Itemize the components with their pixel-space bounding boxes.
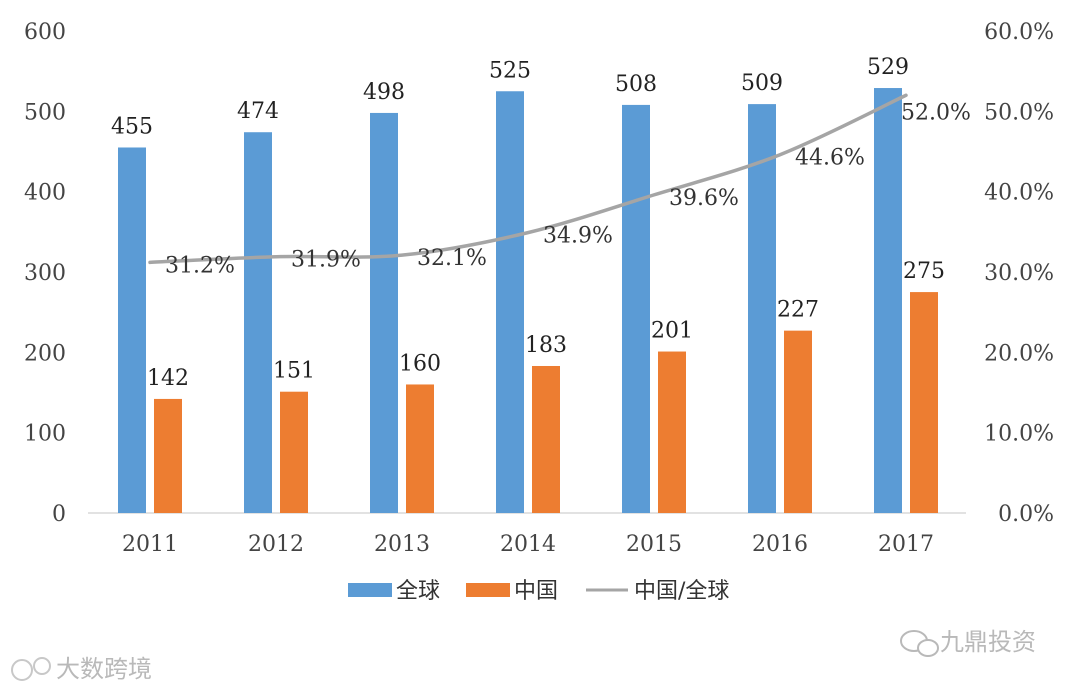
right-axis-tick-label: 50.0% <box>984 100 1054 125</box>
left-axis-tick-label: 100 <box>24 422 66 447</box>
legend-label-china: 中国 <box>514 579 558 604</box>
left-axis-tick-label: 400 <box>24 181 66 206</box>
bar-global-2017 <box>874 88 902 513</box>
ratio-label-2017: 52.0% <box>901 100 971 125</box>
ratio-label-2011: 31.2% <box>165 253 235 278</box>
bar-china-2011 <box>154 398 182 513</box>
ratio-label-2012: 31.9% <box>291 248 361 273</box>
watermark-left-text: 大数跨境 <box>56 655 152 683</box>
bar-label-china-2012: 151 <box>273 359 315 384</box>
bar-labels-group: 455 142 474 151 498 160 525 183 508 201 509 227 529 2… <box>111 55 945 391</box>
legend-label-global: 全球 <box>396 579 440 604</box>
left-axis-tick-label: 600 <box>24 20 66 45</box>
bar-label-china-2011: 142 <box>147 366 189 391</box>
bar-label-global-2017: 529 <box>867 55 909 80</box>
right-axis-tick-label: 0.0% <box>998 502 1054 527</box>
bar-label-global-2014: 525 <box>489 58 531 83</box>
watermark-right: 九鼎投资 <box>900 628 1036 657</box>
legend-swatch-china <box>466 583 510 597</box>
x-axis-tick-label: 2012 <box>248 532 304 557</box>
bar-global-2012 <box>244 132 272 513</box>
ratio-label-2016: 44.6% <box>795 146 865 171</box>
bars-group <box>118 88 938 513</box>
x-axis-tick-label: 2013 <box>374 532 430 557</box>
right-axis-tick-label: 10.0% <box>984 422 1054 447</box>
ratio-label-2013: 32.1% <box>417 246 487 271</box>
bar-global-2015 <box>622 104 650 513</box>
right-axis-tick-label: 30.0% <box>984 261 1054 286</box>
bar-label-global-2012: 474 <box>237 99 279 124</box>
bar-china-2015 <box>658 351 686 513</box>
right-axis-tick-label: 60.0% <box>984 20 1054 45</box>
ratio-label-2014: 34.9% <box>543 224 613 249</box>
bar-label-global-2013: 498 <box>363 80 405 105</box>
bar-label-global-2016: 509 <box>741 71 783 96</box>
bar-label-global-2015: 508 <box>615 72 657 97</box>
x-axis-ticks: 2011 2012 2013 2014 2015 2016 2017 <box>122 532 934 557</box>
bar-label-china-2013: 160 <box>399 351 441 376</box>
bar-global-2011 <box>118 147 146 513</box>
wechat-logo-icon-small <box>917 639 939 657</box>
bar-china-2016 <box>784 330 812 513</box>
x-axis-tick-label: 2016 <box>752 532 808 557</box>
bar-label-china-2016: 227 <box>777 298 819 323</box>
x-axis-tick-label: 2017 <box>878 532 934 557</box>
ratio-label-2015: 39.6% <box>669 186 739 211</box>
right-axis-ticks: 0.0% 10.0% 20.0% 30.0% 40.0% 50.0% 60.0% <box>984 20 1054 527</box>
legend-swatch-global <box>348 583 392 597</box>
ratio-line <box>148 93 908 265</box>
left-axis-ticks: 0 100 200 300 400 500 600 <box>24 20 66 527</box>
watermark-right-text: 九鼎投资 <box>940 628 1036 656</box>
ratio-labels-group: 31.2% 31.9% 32.1% 34.9% 39.6% 44.6% 52.0% <box>165 100 971 278</box>
bar-china-2014 <box>532 365 560 513</box>
bar-global-2013 <box>370 112 398 513</box>
bar-china-2017 <box>910 292 938 513</box>
weibo-logo-icon <box>11 659 33 681</box>
bar-china-2013 <box>406 384 434 513</box>
right-axis-tick-label: 40.0% <box>984 181 1054 206</box>
left-axis-tick-label: 200 <box>24 341 66 366</box>
bar-label-china-2015: 201 <box>651 319 693 344</box>
legend-label-ratio: 中国/全球 <box>634 579 729 604</box>
bar-global-2016 <box>748 104 776 513</box>
chat-bubble-icon <box>33 657 51 675</box>
watermark-left: 大数跨境 <box>11 655 152 683</box>
bar-global-2014 <box>496 91 524 513</box>
bar-label-global-2011: 455 <box>111 114 153 139</box>
left-axis-tick-label: 0 <box>52 502 66 527</box>
bar-label-china-2017: 275 <box>903 259 945 284</box>
x-axis-tick-label: 2014 <box>500 532 556 557</box>
legend: 全球 中国 中国/全球 <box>348 579 729 604</box>
x-axis-tick-label: 2011 <box>122 532 178 557</box>
bar-label-china-2014: 183 <box>525 333 567 358</box>
right-axis-tick-label: 20.0% <box>984 341 1054 366</box>
left-axis-tick-label: 300 <box>24 261 66 286</box>
bar-china-2012 <box>280 391 308 513</box>
ratio-line-group <box>148 93 908 265</box>
left-axis-tick-label: 500 <box>24 100 66 125</box>
x-axis-tick-label: 2015 <box>626 532 682 557</box>
